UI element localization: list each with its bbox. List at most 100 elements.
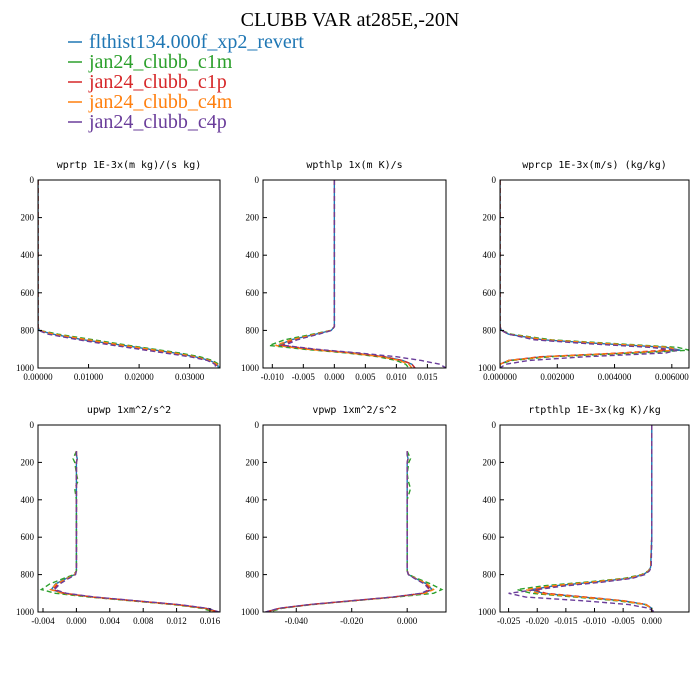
y-tick-label: 400: [21, 250, 35, 260]
x-tick-label: 0.000: [397, 616, 418, 626]
x-tick-label: 0.002000: [540, 372, 574, 382]
x-tick-label: -0.010: [583, 616, 607, 626]
legend-entry: flthist134.000f_xp2_revert: [68, 31, 304, 53]
y-tick-label: 0: [492, 175, 497, 185]
y-tick-label: 1000: [478, 607, 497, 617]
series-line: [508, 425, 656, 612]
panel-title: upwp 1xm^2/s^2: [87, 405, 171, 416]
series-group: [508, 425, 656, 612]
y-tick-label: 1000: [241, 607, 260, 617]
x-tick-label: 0.00000: [23, 372, 53, 382]
y-tick-label: 600: [246, 532, 260, 542]
series-line: [500, 180, 678, 368]
series-line: [266, 451, 435, 612]
series-line: [282, 180, 446, 368]
x-tick-label: 0.03000: [175, 372, 205, 382]
x-tick-label: -0.010: [261, 372, 285, 382]
legend-label: jan24_clubb_c4m: [88, 91, 233, 113]
x-tick-label: 0.016: [200, 616, 221, 626]
y-tick-label: 1000: [16, 363, 35, 373]
y-tick-label: 0: [255, 420, 260, 430]
series-line: [38, 180, 220, 368]
series-line: [268, 180, 410, 368]
series-line: [39, 450, 215, 612]
series-line: [275, 180, 413, 368]
panel: wprcp 1E-3x(m/s) (kg/kg) 0 200 400 600 800 100…: [478, 160, 690, 382]
x-tick-label: 0.012: [166, 616, 186, 626]
y-tick-label: 400: [483, 495, 497, 505]
y-tick-label: 200: [483, 457, 497, 467]
y-tick-label: 1000: [478, 363, 497, 373]
x-tick-label: -0.005: [612, 616, 636, 626]
y-tick-label: 600: [483, 532, 497, 542]
y-tick-label: 400: [246, 250, 260, 260]
series-line: [51, 451, 219, 612]
y-tick-label: 800: [246, 325, 260, 335]
y-tick-label: 600: [246, 288, 260, 298]
legend-entry: jan24_clubb_c4p: [68, 111, 227, 133]
x-tick-label: 0.015: [417, 372, 438, 382]
series-line: [279, 180, 416, 368]
x-tick-label: -0.015: [554, 616, 578, 626]
series-line: [265, 451, 432, 612]
series-line: [500, 180, 667, 368]
y-tick-label: 0: [30, 175, 35, 185]
y-tick-label: 200: [246, 213, 260, 223]
x-tick-label: 0.004000: [598, 372, 632, 382]
legend-label: flthist134.000f_xp2_revert: [89, 31, 304, 53]
y-tick-label: 200: [246, 457, 260, 467]
y-tick-label: 1000: [241, 363, 260, 373]
series-group: [268, 180, 446, 368]
x-tick-label: -0.004: [31, 616, 55, 626]
series-line: [38, 180, 217, 368]
y-tick-label: 600: [483, 288, 497, 298]
y-tick-label: 800: [21, 325, 35, 335]
series-line: [500, 180, 678, 368]
panel: vpwp 1xm^2/s^2 0 200 400 600 800 1000 -0.040 -0.…: [241, 405, 447, 626]
series-line: [500, 180, 681, 368]
legend-entry: jan24_clubb_c1p: [68, 71, 227, 93]
x-tick-label: 0.000: [66, 616, 87, 626]
y-tick-label: 0: [255, 175, 260, 185]
y-tick-label: 200: [483, 213, 497, 223]
x-tick-label: 0.000: [642, 616, 663, 626]
legend-entry: jan24_clubb_c1m: [68, 51, 233, 73]
y-tick-label: 600: [21, 532, 35, 542]
x-tick-label: -0.020: [340, 616, 364, 626]
legend: flthist134.000f_xp2_revertjan24_clubb_c1…: [68, 31, 304, 133]
x-tick-label: 0.004: [100, 616, 121, 626]
panel-title: vpwp 1xm^2/s^2: [312, 405, 396, 416]
y-tick-label: 800: [483, 325, 497, 335]
panel: wprtp 1E-3x(m kg)/(s kg) 0 200 400 600 800 100…: [16, 160, 221, 382]
y-tick-label: 200: [21, 213, 35, 223]
series-line: [265, 451, 431, 612]
plot-frame: [262, 424, 447, 613]
y-tick-label: 0: [30, 420, 35, 430]
figure-title: CLUBB VAR at285E,-20N: [241, 9, 460, 31]
series-line: [38, 180, 219, 368]
plot-frame: [37, 179, 221, 369]
y-tick-label: 800: [21, 570, 35, 580]
panel-title: wprtp 1E-3x(m kg)/(s kg): [57, 160, 202, 171]
series-line: [531, 425, 653, 612]
legend-entry: jan24_clubb_c4m: [68, 91, 233, 113]
plot-frame: [262, 179, 447, 369]
y-tick-label: 200: [21, 457, 35, 467]
series-line: [38, 180, 220, 368]
panels: wprtp 1E-3x(m kg)/(s kg) 0 200 400 600 800 100…: [16, 160, 690, 626]
panel: wpthlp 1x(m K)/s 0 200 400 600 800 1000-0.010-…: [241, 160, 447, 382]
series-line: [49, 451, 217, 612]
x-tick-label: 0.000: [324, 372, 345, 382]
panel-title: wpthlp 1x(m K)/s: [306, 160, 402, 171]
series-line: [534, 425, 653, 612]
plot-frame: [499, 179, 690, 369]
panel: upwp 1xm^2/s^2 0 200 400 600 800 1000-0.004 0.0…: [16, 405, 221, 626]
y-tick-label: 0: [492, 420, 497, 430]
x-tick-label: -0.025: [497, 616, 521, 626]
panel: rtpthlp 1E-3x(kg K)/kg02004006008001000-…: [478, 405, 690, 626]
x-tick-label: 0.006000: [655, 372, 689, 382]
plot-frame: [37, 424, 221, 613]
x-tick-label: 0.005: [355, 372, 376, 382]
panel-title: wprcp 1E-3x(m/s) (kg/kg): [522, 160, 667, 171]
